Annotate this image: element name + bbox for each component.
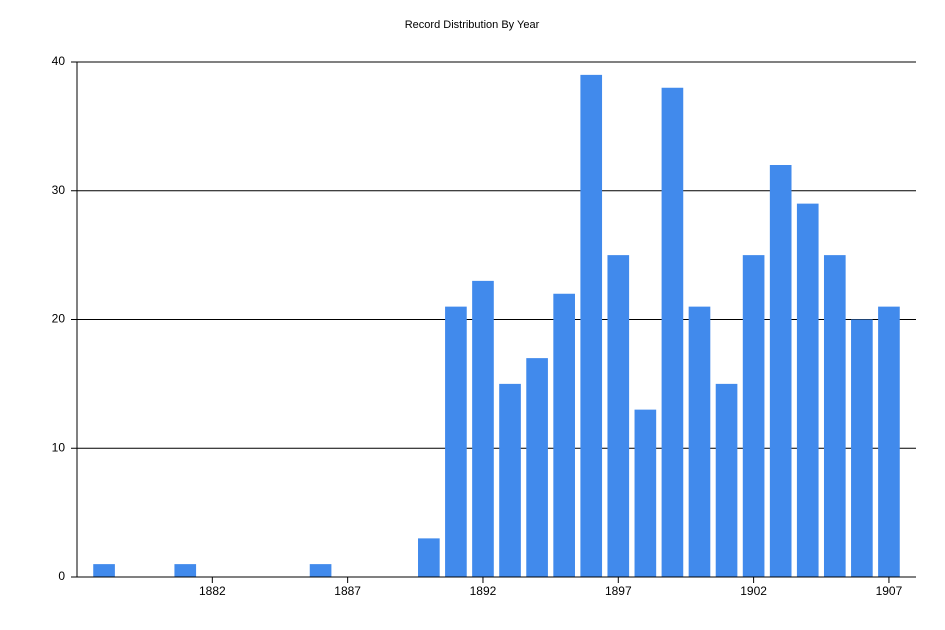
bar	[418, 538, 440, 577]
bar	[878, 306, 900, 577]
bar	[526, 358, 548, 577]
y-tick-label: 0	[58, 569, 65, 583]
bar	[499, 383, 521, 577]
x-tick-label: 1897	[605, 584, 632, 598]
bar	[823, 255, 846, 577]
bar	[851, 319, 873, 577]
bar	[174, 564, 197, 577]
bar	[472, 280, 494, 577]
y-tick-label: 10	[52, 440, 66, 454]
bar	[634, 409, 657, 577]
y-tick-label: 40	[52, 54, 66, 68]
bar	[553, 293, 575, 577]
chart-title: Record Distribution By Year	[405, 19, 540, 31]
bar	[93, 564, 115, 577]
bar	[607, 255, 630, 577]
x-tick-label: 1882	[199, 584, 226, 598]
x-tick-label: 1907	[876, 584, 903, 598]
bar	[661, 87, 684, 577]
y-tick-label: 20	[52, 312, 66, 326]
y-tick-label: 30	[52, 183, 66, 197]
x-tick-label: 1887	[334, 584, 361, 598]
x-tick-label: 1892	[470, 584, 497, 598]
x-tick-label: 1902	[740, 584, 767, 598]
bar	[580, 74, 603, 577]
bar	[715, 383, 738, 577]
bar	[796, 203, 819, 577]
bar	[445, 306, 467, 577]
bar	[769, 165, 792, 577]
bar	[309, 564, 332, 577]
bar	[688, 306, 711, 577]
bar	[742, 255, 765, 577]
